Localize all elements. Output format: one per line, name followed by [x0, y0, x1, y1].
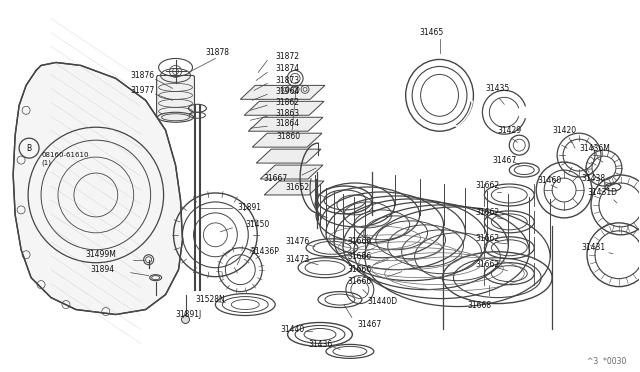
Text: 31862: 31862: [275, 98, 299, 107]
Text: 31891J: 31891J: [175, 310, 202, 319]
Text: 31465: 31465: [420, 28, 444, 37]
Text: 31450: 31450: [245, 220, 269, 230]
Text: 31436M: 31436M: [579, 144, 610, 153]
Text: 31652: 31652: [285, 183, 309, 192]
Text: 31662: 31662: [476, 234, 500, 243]
Text: 31429: 31429: [497, 126, 522, 135]
Text: 31977: 31977: [131, 86, 155, 95]
Circle shape: [182, 315, 189, 324]
Text: 31473: 31473: [285, 255, 309, 264]
Text: 31431: 31431: [581, 243, 605, 252]
Text: 31460: 31460: [537, 176, 561, 185]
Text: 31863: 31863: [275, 109, 300, 118]
Text: 08160-61610: 08160-61610: [41, 152, 88, 158]
Text: 31964: 31964: [275, 87, 300, 96]
Text: 31662: 31662: [476, 208, 500, 217]
Text: 31435: 31435: [485, 84, 509, 93]
Text: 31872: 31872: [275, 52, 299, 61]
Text: B: B: [26, 144, 31, 153]
Text: 31440D: 31440D: [368, 297, 398, 306]
Text: 31878: 31878: [205, 48, 229, 57]
Text: 31662: 31662: [476, 260, 500, 269]
Text: 31666: 31666: [348, 277, 372, 286]
Text: 31436: 31436: [308, 340, 332, 349]
Polygon shape: [260, 165, 323, 179]
Text: 31668: 31668: [467, 301, 492, 310]
Text: 31662: 31662: [476, 180, 500, 189]
Text: ^3  *0030: ^3 *0030: [587, 357, 627, 366]
FancyBboxPatch shape: [157, 76, 195, 117]
Text: 31666: 31666: [348, 237, 372, 246]
Polygon shape: [244, 101, 324, 115]
Text: 31891: 31891: [237, 203, 261, 212]
Text: 31438: 31438: [581, 173, 605, 183]
Text: 31874: 31874: [275, 64, 300, 73]
Text: 31440: 31440: [280, 325, 305, 334]
Text: 31431D: 31431D: [587, 189, 617, 198]
Text: 31420: 31420: [552, 126, 576, 135]
Text: 31528N: 31528N: [195, 295, 225, 304]
Text: 31666: 31666: [348, 265, 372, 274]
Text: 31864: 31864: [275, 119, 300, 128]
Text: 31860: 31860: [276, 132, 300, 141]
Polygon shape: [248, 117, 323, 131]
Ellipse shape: [157, 112, 193, 122]
Text: 31666: 31666: [348, 252, 372, 261]
Text: 31436P: 31436P: [250, 247, 279, 256]
Text: 31876: 31876: [131, 71, 155, 80]
Text: 31467: 31467: [492, 155, 516, 164]
Text: 31873: 31873: [275, 76, 300, 85]
Polygon shape: [240, 86, 325, 99]
Text: 31467: 31467: [358, 320, 382, 329]
Text: 31894: 31894: [91, 265, 115, 274]
Text: 31499M: 31499M: [86, 250, 116, 259]
Polygon shape: [264, 181, 324, 195]
Text: 31476: 31476: [285, 237, 309, 246]
Text: (1): (1): [41, 160, 51, 166]
Text: 31667: 31667: [263, 173, 287, 183]
Polygon shape: [252, 133, 322, 147]
Polygon shape: [256, 149, 321, 163]
Polygon shape: [13, 62, 182, 314]
